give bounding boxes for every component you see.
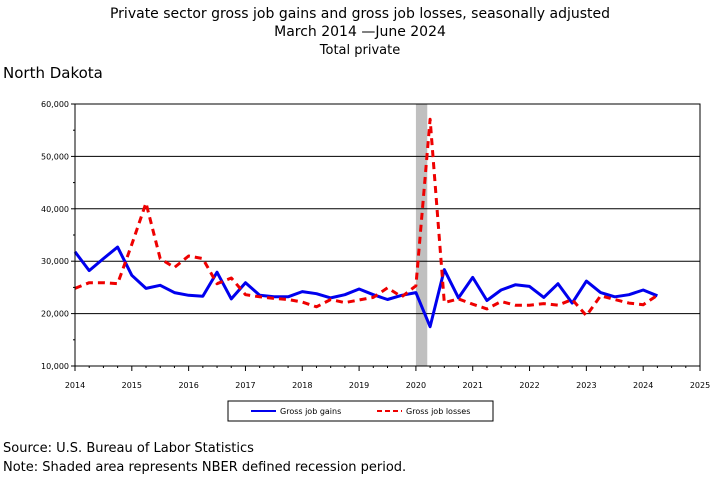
x-tick-label: 2020 [406, 381, 426, 390]
job-gains-losses-chart: 10,000 20,000 30,000 40,000 50,000 60,000 2014… [41, 100, 710, 422]
y-tick-label: 20,000 [41, 310, 69, 319]
chart-date-range: March 2014 —June 2024 [274, 24, 446, 40]
x-tick-label: 2023 [576, 381, 596, 390]
x-tick-label: 2021 [463, 381, 483, 390]
y-tick-label: 30,000 [41, 257, 69, 266]
series-line-job-gains [73, 245, 658, 329]
x-tick-label: 2016 [178, 381, 198, 390]
legend-box [227, 400, 494, 422]
x-tick-label: 2014 [65, 381, 85, 390]
plot-frame [74, 103, 701, 367]
y-tick-label: 60,000 [41, 100, 69, 109]
chart-subtitle: Total private [319, 43, 401, 58]
y-tick-label: 40,000 [41, 205, 69, 214]
chart-title: Private sector gross job gains and gross… [109, 6, 611, 22]
recession-band [415, 104, 428, 366]
series-line-job-losses [74, 117, 659, 318]
x-tick-label: 2022 [519, 381, 539, 390]
legend: Gross job gains Gross job losses [227, 400, 494, 422]
legend-label: Gross job losses [406, 407, 470, 416]
x-tick-label: 2015 [122, 381, 142, 390]
y-tick-label: 10,000 [41, 362, 69, 371]
x-tick-label: 2019 [349, 381, 369, 390]
x-tick-label: 2025 [690, 381, 710, 390]
source-note: Source: U.S. Bureau of Labor Statistics [3, 441, 254, 456]
recession-note: Note: Shaded area represents NBER define… [3, 460, 407, 475]
region-label: North Dakota [3, 64, 103, 82]
x-tick-label: 2018 [292, 381, 312, 390]
x-tick-label: 2017 [235, 381, 255, 390]
legend-label: Gross job gains [280, 407, 341, 416]
y-tick-label: 50,000 [41, 152, 69, 161]
x-tick-label: 2024 [633, 381, 653, 390]
